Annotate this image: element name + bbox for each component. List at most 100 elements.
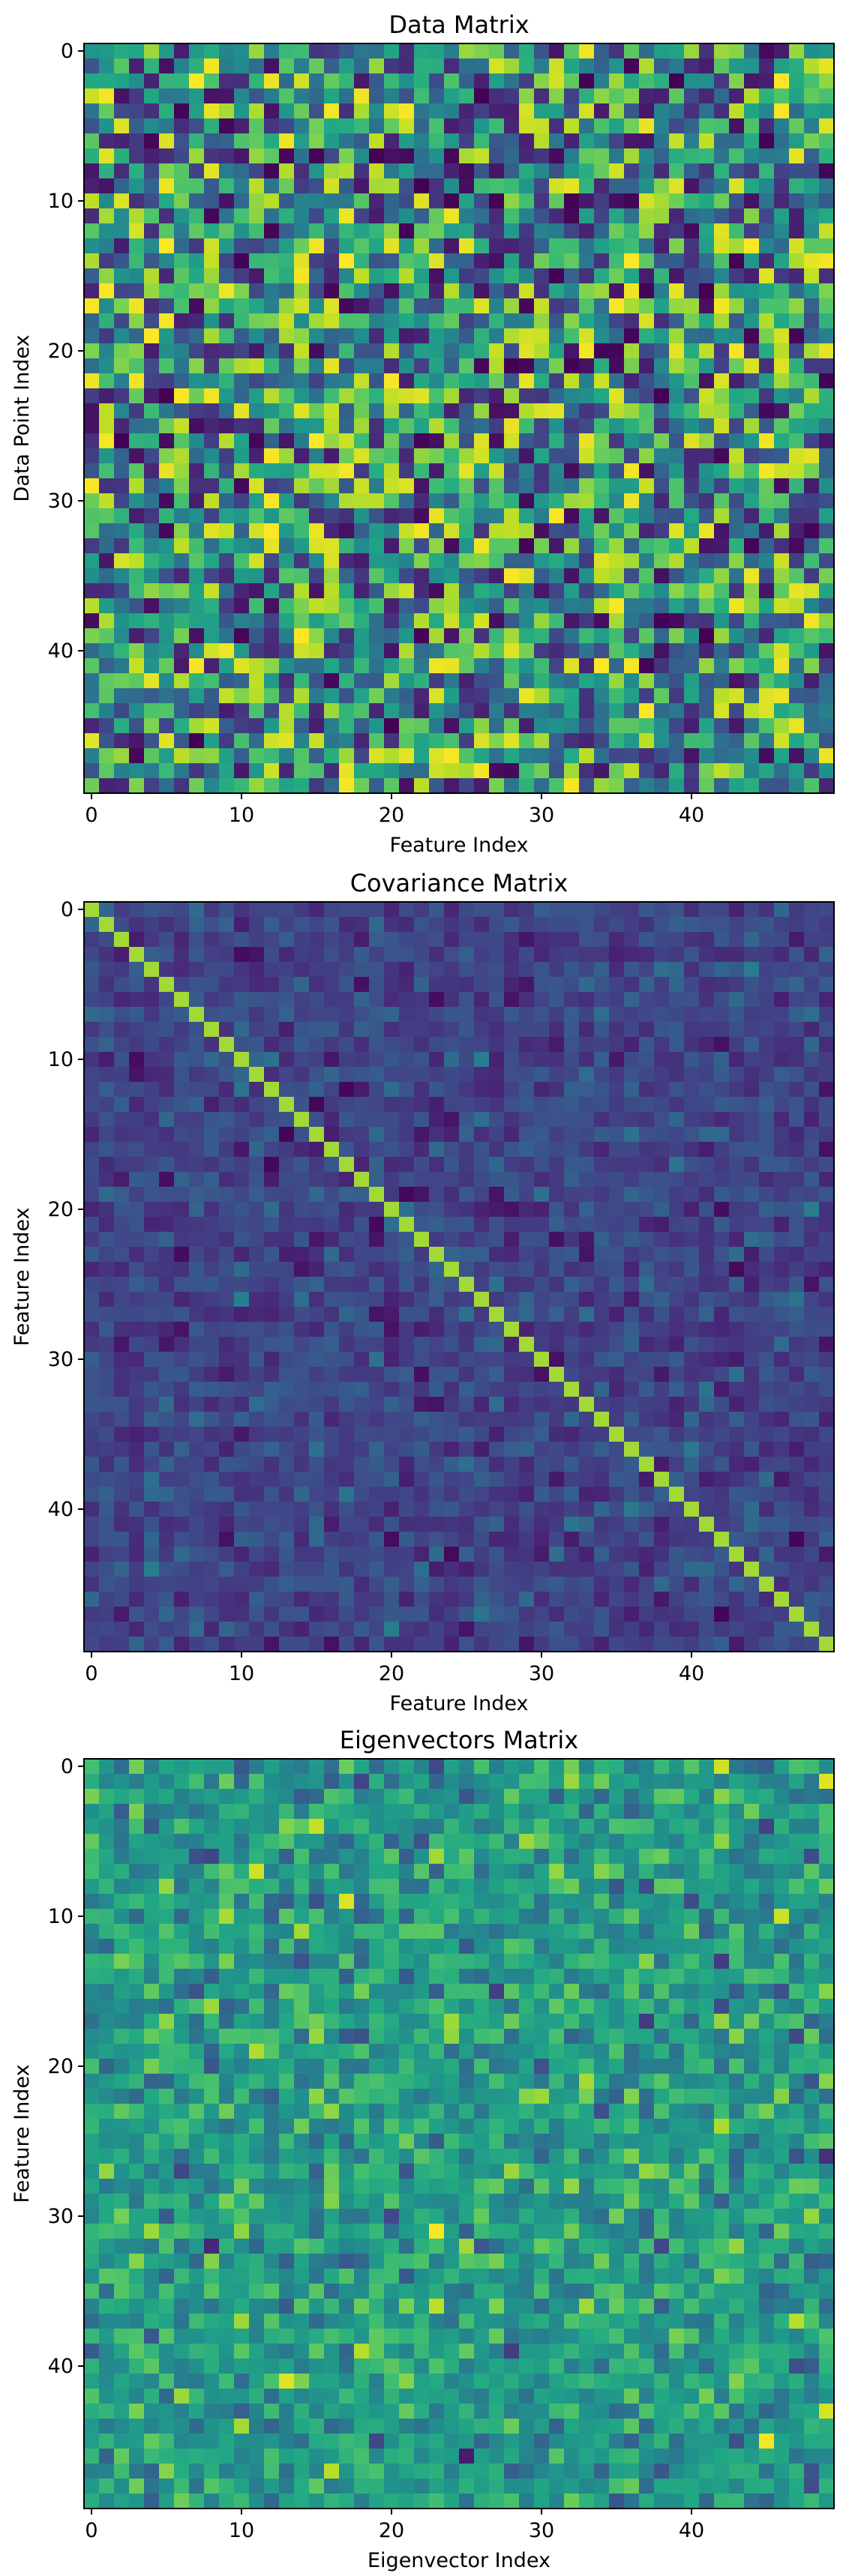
heatmap-cell [219,1067,235,1083]
heatmap-cell [819,947,835,963]
heatmap-cell [144,947,160,963]
heatmap-cell [174,1187,190,1203]
heatmap-cell [534,1202,550,1218]
heatmap-cell [204,1232,220,1248]
heatmap-cell [294,1442,310,1457]
heatmap-cell [534,1337,550,1352]
heatmap-cell [624,1472,640,1487]
heatmap-cell [474,1112,490,1128]
heatmap-cell [324,1442,340,1457]
heatmap-cell [609,932,625,948]
heatmap-cell [534,1352,550,1367]
heatmap-cell [144,538,160,554]
heatmap-cell [579,223,595,239]
heatmap-cell [129,433,145,449]
heatmap-cell [519,88,535,104]
heatmap-cell [174,328,190,344]
heatmap-cell [399,992,415,1008]
heatmap-cell [504,538,520,554]
heatmap-cell [804,193,820,209]
heatmap-cell [459,253,475,269]
heatmap-cell [684,583,700,599]
heatmap-cell [414,932,430,948]
heatmap-cell [504,1502,520,1517]
heatmap-cell [759,103,775,119]
heatmap-cell [144,703,160,719]
heatmap-cell [564,178,580,194]
heatmap-cell [279,628,295,644]
heatmap-cell [189,1487,205,1502]
heatmap-cell [354,298,370,314]
heatmap-cell [204,1187,220,1203]
heatmap-cell [579,553,595,569]
heatmap-cell [609,193,625,209]
heatmap-cell [474,947,490,963]
heatmap-cell [309,448,325,464]
heatmap-cell [369,1487,385,1502]
heatmap-cell [369,598,385,614]
heatmap-cell [189,1412,205,1427]
heatmap-cell [384,433,400,449]
heatmap-cell [744,703,760,719]
heatmap-cell [669,733,685,749]
heatmap-cell [99,163,115,179]
heatmap-cell [669,73,685,89]
heatmap-cell [279,1307,295,1322]
heatmap-cell [789,718,805,734]
heatmap-cell [84,1472,100,1487]
heatmap-cell [564,962,580,978]
heatmap-cell [459,118,475,134]
heatmap-cell [159,1517,175,1532]
heatmap-cell [159,163,175,179]
heatmap-cell [99,658,115,674]
heatmap-cell [324,343,340,359]
heatmap-cell [129,253,145,269]
heatmap-cell [489,478,505,494]
heatmap-cell [729,1532,745,1547]
heatmap-cell [399,932,415,948]
heatmap-cell [294,1562,310,1577]
heatmap-cell [729,193,745,209]
heatmap-cell [414,1322,430,1337]
heatmap-cell [594,1082,610,1098]
heatmap-cell [564,343,580,359]
heatmap-cell [609,553,625,569]
heatmap-cell [459,643,475,659]
heatmap-cell [714,1592,730,1607]
heatmap-cell [249,628,265,644]
heatmap-cell [564,613,580,629]
heatmap-cell [609,268,625,284]
heatmap-cell [189,298,205,314]
heatmap-cell [114,343,130,359]
heatmap-cell [804,343,820,359]
heatmap-cell [399,1232,415,1248]
heatmap-cell [204,388,220,404]
heatmap-cell [189,568,205,584]
heatmap-cell [564,568,580,584]
heatmap-cell [474,1337,490,1352]
heatmap-cell [489,583,505,599]
heatmap-cell [684,1247,700,1263]
heatmap-cell [594,103,610,119]
heatmap-cell [279,58,295,74]
heatmap-cell [714,1037,730,1053]
heatmap-cell [729,917,745,933]
heatmap-cell [699,1187,715,1203]
heatmap-cell [249,583,265,599]
heatmap-cell [369,1082,385,1098]
heatmap-cell [639,992,655,1008]
heatmap-cell [114,778,130,794]
heatmap-cell [84,628,100,644]
heatmap-cell [444,658,460,674]
heatmap-cell [774,1307,790,1322]
heatmap-cell [669,508,685,524]
heatmap-cell [294,1157,310,1173]
heatmap-cell [399,73,415,89]
heatmap-cell [444,947,460,963]
heatmap-cell [609,1457,625,1472]
heatmap-cell [609,253,625,269]
heatmap-cell [294,103,310,119]
heatmap-cell [264,73,280,89]
heatmap-cell [384,703,400,719]
heatmap-cell [204,553,220,569]
